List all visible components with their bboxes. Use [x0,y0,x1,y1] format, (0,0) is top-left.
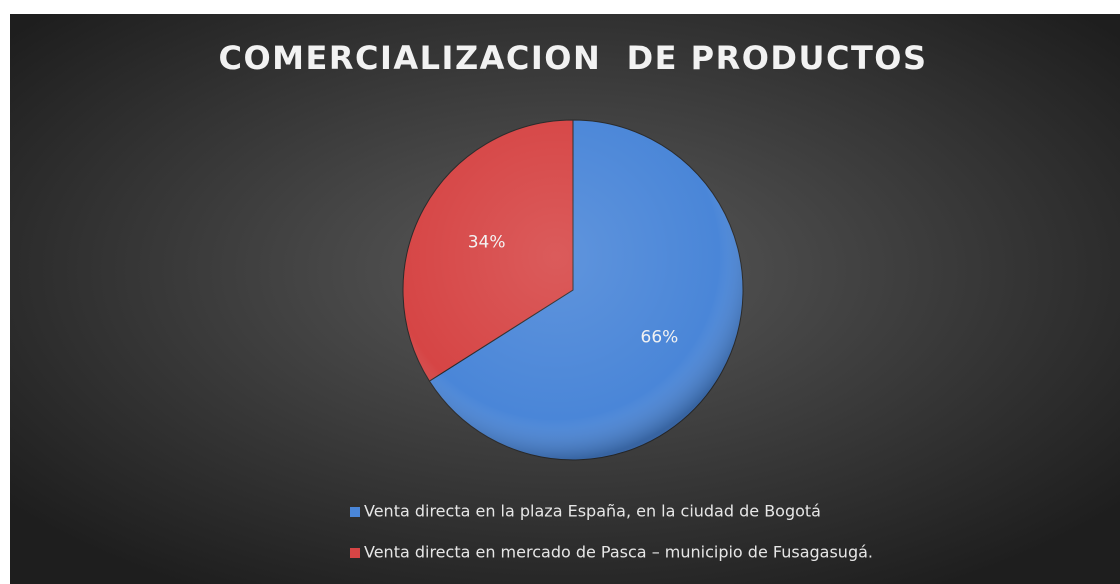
legend-marker [350,507,360,517]
legend-label: Venta directa en mercado de Pasca – muni… [364,543,873,562]
data-label: 66% [641,328,679,348]
data-label: 34% [468,232,506,252]
legend-label: Venta directa en la plaza España, en la … [364,502,821,521]
legend-marker [350,548,360,558]
chart-title: COMERCIALIZACION DE PRODUCTOS [218,39,927,77]
